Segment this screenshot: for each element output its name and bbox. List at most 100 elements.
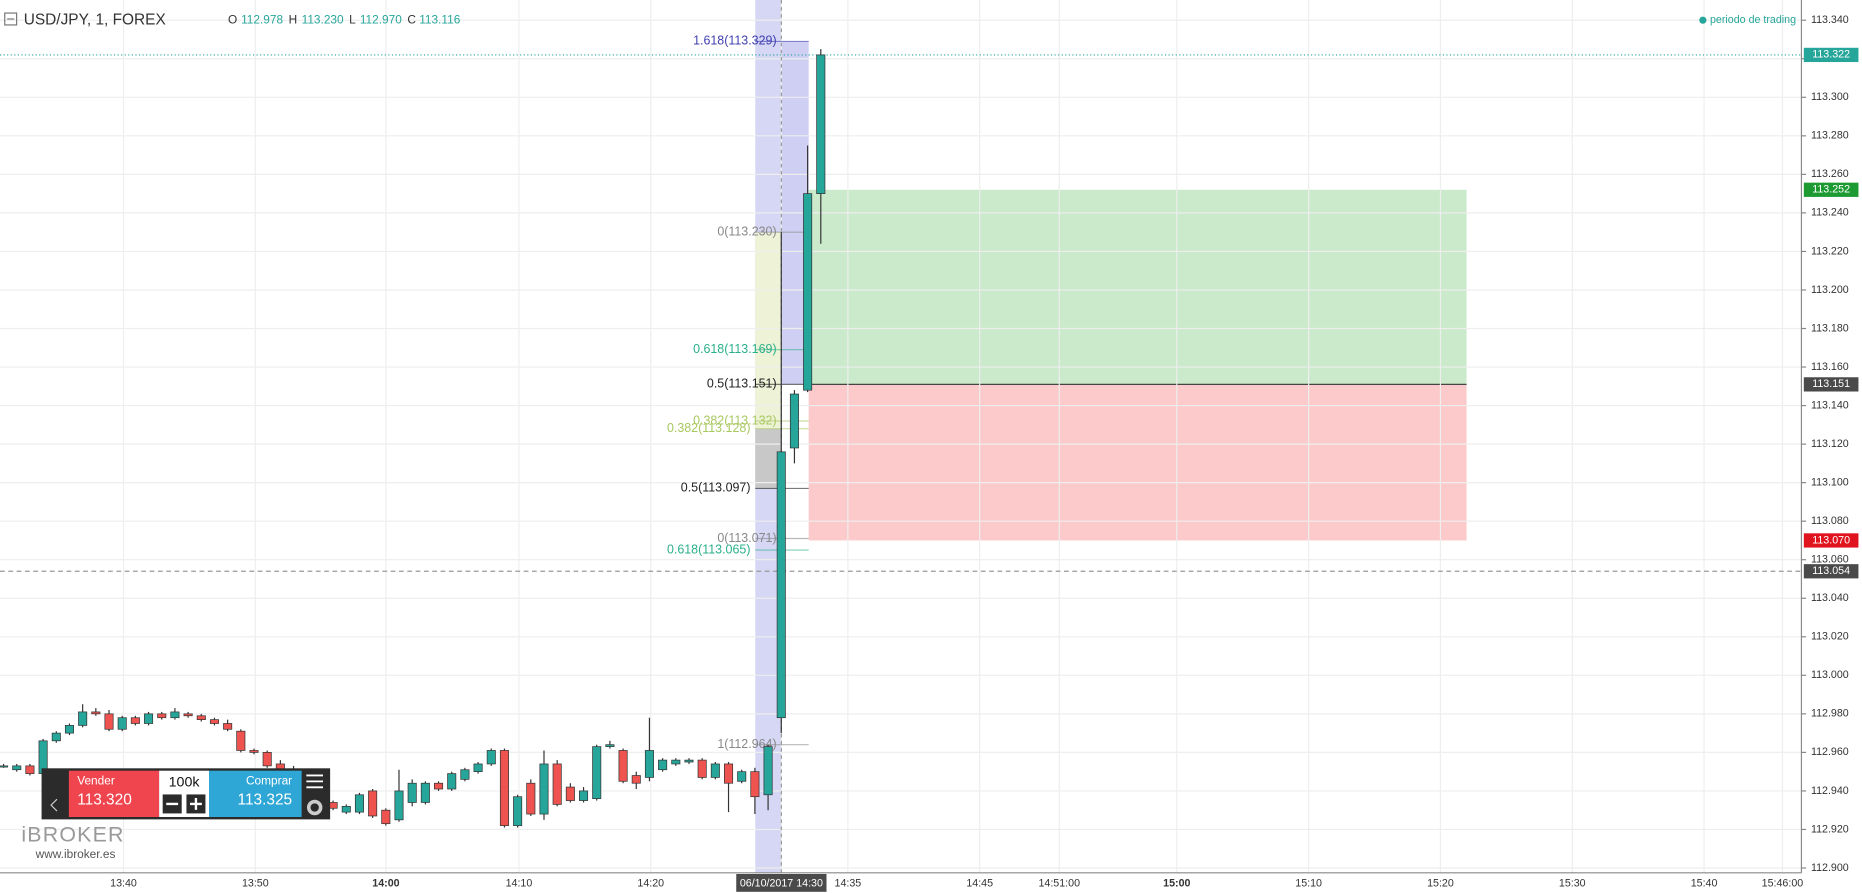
price-marker [1803, 47, 1859, 63]
sell-label: Vender [77, 774, 115, 788]
x-tick-label: 15:20 [1427, 877, 1454, 889]
collapse-arrow[interactable] [50, 798, 58, 812]
candle-body [644, 750, 654, 778]
y-tick-label: 113.020 [1811, 631, 1849, 643]
qty: 100k [169, 774, 201, 790]
sell-button[interactable] [68, 770, 160, 817]
l-value: 112.970 [360, 12, 402, 26]
candle-body [776, 451, 786, 719]
x-tick-label: 15:00 [1163, 877, 1190, 889]
candle-body [262, 752, 272, 767]
x-tick-label: 14:35 [835, 877, 862, 889]
fib-label: 0.5(113.151) [707, 377, 777, 391]
h-value: 113.230 [302, 12, 344, 26]
price-marker-label: 113.054 [1812, 565, 1850, 577]
buy-label: Comprar [246, 774, 292, 788]
candle-body [526, 782, 536, 815]
candle-body [394, 790, 404, 821]
fib-zone [755, 232, 782, 429]
y-tick-label: 113.040 [1811, 592, 1849, 604]
y-tick-label: 113.300 [1811, 91, 1849, 103]
fib-label: 0(113.230) [717, 224, 776, 238]
y-tick-label: 113.100 [1811, 476, 1849, 488]
x-tick-label: 15:30 [1559, 877, 1586, 889]
y-tick-label: 113.340 [1811, 14, 1849, 26]
layer-grid [0, 0, 1802, 873]
candle-body [816, 54, 826, 194]
fib-label: 1.618(113.329) [693, 34, 777, 48]
candle-body [381, 809, 391, 825]
candle-body [763, 746, 773, 796]
candle-body [684, 759, 694, 763]
o-value: 112.978 [241, 12, 283, 26]
candle-body [631, 775, 641, 784]
candle-body [499, 750, 509, 826]
candle-body [328, 802, 338, 809]
candle-body [249, 750, 259, 753]
candle-body [579, 790, 589, 801]
header: USD/JPY, 1, FOREX O 112.978 H 113.230 L … [4, 11, 1796, 28]
candle-body [460, 769, 470, 780]
candle-body [170, 711, 180, 719]
y-tick-label: 113.120 [1811, 438, 1849, 450]
h-label: H [289, 12, 298, 26]
x-tick-label: 14:20 [637, 877, 664, 889]
collapse-icon[interactable] [4, 12, 18, 26]
fib-label: 1(112.964) [717, 737, 776, 751]
c-value: 113.116 [419, 12, 461, 26]
y-tick-label: 113.240 [1811, 207, 1849, 219]
y-tick-label: 113.160 [1811, 361, 1849, 373]
price-marker [1803, 533, 1859, 548]
x-tick-label: 14:10 [506, 877, 533, 889]
x-tick-label: 13:50 [242, 877, 269, 889]
y-tick-label: 113.140 [1811, 399, 1849, 411]
candle-body [513, 796, 523, 826]
y-tick-label: 112.940 [1811, 785, 1849, 797]
settings-icon[interactable] [306, 799, 323, 816]
fib-label: 0.382(113.132) [693, 413, 777, 427]
fib-label: 0.5(113.097) [681, 481, 751, 495]
layer-candles [0, 49, 826, 828]
candle-body [25, 765, 35, 774]
candle-body [209, 719, 219, 724]
candle-body [183, 713, 193, 717]
candle-body [117, 717, 127, 730]
candle-body [0, 765, 9, 768]
y-tick-label: 113.220 [1811, 245, 1849, 257]
x-tick-label: 14:51:00 [1038, 877, 1080, 889]
x-tick-label: 14:00 [372, 877, 399, 889]
y-tick-label: 112.920 [1811, 823, 1849, 835]
candle-body [64, 725, 74, 734]
candle-body [750, 771, 760, 798]
price-marker-label: 113.151 [1812, 378, 1850, 390]
menu-icon[interactable] [306, 774, 323, 789]
candle-body [407, 782, 417, 803]
x-tick-label: 14:45 [966, 877, 993, 889]
candle-body [354, 794, 364, 813]
symbol[interactable]: USD/JPY, 1, FOREX [24, 11, 166, 28]
y-tick-label: 113.280 [1811, 130, 1849, 142]
y-tick-label: 113.080 [1811, 515, 1849, 527]
brand-logo: iBROKER [21, 823, 124, 847]
candle-body [144, 713, 154, 724]
price-marker-label: 113.070 [1812, 534, 1850, 546]
price-marker [1803, 564, 1859, 579]
price-axis-bg [1801, 0, 1862, 893]
price-marker [1803, 182, 1859, 197]
brand-url: www.ibroker.es [35, 847, 116, 861]
buy-button[interactable] [209, 770, 302, 817]
candle-body [710, 763, 720, 778]
candle-body [368, 790, 378, 817]
x-tick-label: 13:40 [110, 877, 137, 889]
candle-body [130, 717, 140, 724]
candle-body [434, 782, 444, 790]
l-label: L [349, 12, 356, 26]
stop-zone [808, 384, 1467, 541]
fib-label: 0(113.071) [717, 531, 776, 545]
candle-body [618, 750, 628, 782]
candle-body [803, 193, 813, 391]
c-label: C [407, 12, 416, 26]
fib-label: 0.382(113.128) [667, 421, 751, 435]
candle-body [341, 805, 351, 813]
